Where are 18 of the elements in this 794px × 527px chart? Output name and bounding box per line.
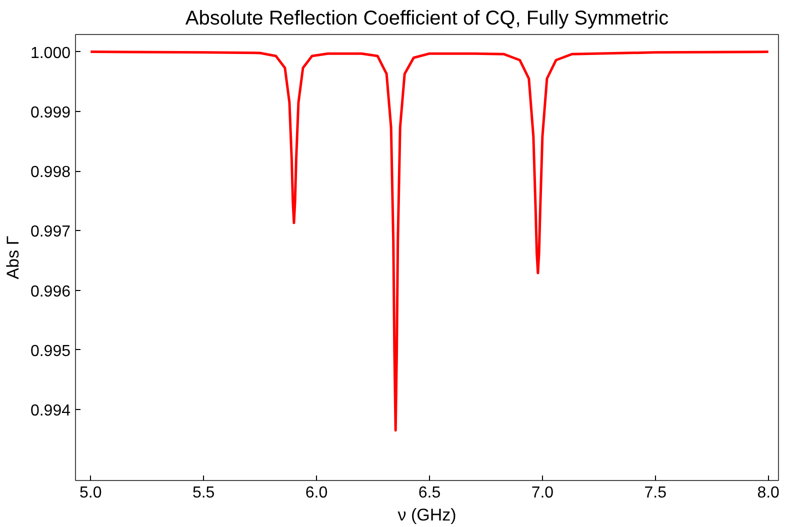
x-tick-label: 8.0 bbox=[757, 484, 780, 502]
y-tick-label: 0.997 bbox=[30, 224, 71, 241]
x-tick-label: 5.5 bbox=[192, 484, 215, 502]
y-tick-label: 0.995 bbox=[30, 342, 71, 360]
y-tick-label: 0.998 bbox=[30, 164, 71, 182]
y-axis-title: Abs Γ bbox=[3, 236, 22, 280]
y-tick-label: 0.996 bbox=[30, 283, 71, 300]
x-tick-label: 7.5 bbox=[644, 484, 667, 502]
x-tick-label: 6.5 bbox=[418, 484, 441, 502]
line-series bbox=[89, 50, 770, 432]
x-tick-label: 6.0 bbox=[305, 484, 328, 502]
y-tick-label: 0.994 bbox=[30, 402, 71, 420]
x-tick-label: 7.0 bbox=[531, 484, 554, 502]
x-tick-label: 5.0 bbox=[80, 484, 102, 502]
y-tick-label: 1.000 bbox=[30, 44, 71, 62]
chart-title: Absolute Reflection Coefficient of CQ, Fully Symmetric bbox=[185, 8, 669, 30]
y-tick-label: 0.999 bbox=[30, 104, 71, 122]
x-axis-title: ν (GHz) bbox=[398, 506, 456, 524]
